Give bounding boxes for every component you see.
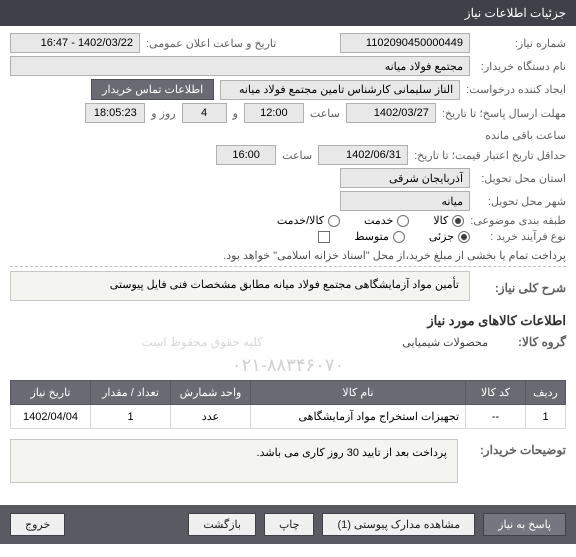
province-field: آذربایجان شرقی <box>340 168 470 188</box>
cell-idx: 1 <box>526 405 566 429</box>
col-unit: واحد شمارش <box>171 381 251 405</box>
announce-label: تاریخ و ساعت اعلان عمومی: <box>146 37 276 50</box>
items-section-title: اطلاعات کالاهای مورد نیاز <box>10 313 566 329</box>
radio-medium[interactable]: متوسط <box>354 230 405 243</box>
radio-medium-label: متوسط <box>354 230 389 243</box>
col-date: تاریخ نیاز <box>11 381 91 405</box>
table-row[interactable]: 1 -- تجهیزات استخراج مواد آزمایشگاهی عدد… <box>11 405 566 429</box>
radio-service-label: خدمت <box>364 214 393 227</box>
radio-partial[interactable]: جزئی <box>429 230 470 243</box>
watermark-2: ۰۲۱-۸۸۳۴۶۰۷۰ <box>10 355 566 376</box>
header-title: جزئیات اطلاعات نیاز <box>465 6 566 20</box>
validity-label: حداقل تاریخ اعتبار قیمت؛ تا تاریخ: <box>414 149 566 162</box>
col-idx: ردیف <box>526 381 566 405</box>
validity-date-field: 1402/06/31 <box>318 145 408 165</box>
general-desc-box: تأمین مواد آزمایشگاهی مجتمع فولاد میانه … <box>10 271 470 301</box>
col-name: نام کالا <box>251 381 466 405</box>
radio-goods-icon <box>452 215 464 227</box>
and-label: و <box>233 107 238 120</box>
validity-time-field: 16:00 <box>216 145 276 165</box>
remain-time-field: 18:05:23 <box>85 103 145 123</box>
group-label: گروه کالا: <box>496 335 566 349</box>
header-bar: جزئیات اطلاعات نیاز <box>0 0 576 26</box>
back-button[interactable]: بازگشت <box>188 513 256 536</box>
remain-label: ساعت باقی مانده <box>485 129 566 142</box>
cell-unit: عدد <box>171 405 251 429</box>
table-header-row: ردیف کد کالا نام کالا واحد شمارش تعداد /… <box>11 381 566 405</box>
radio-partial-label: جزئی <box>429 230 454 243</box>
checkbox-icon <box>318 231 330 243</box>
main-content: شماره نیاز: 1102090450000449 تاریخ و ساع… <box>0 26 576 487</box>
buyer-org-label: نام دستگاه خریدار: <box>476 60 566 73</box>
radio-service[interactable]: خدمت <box>364 214 409 227</box>
requester-field: الناز سلیمانی کارشناس تامین مجتمع فولاد … <box>220 80 460 100</box>
col-code: کد کالا <box>466 381 526 405</box>
radio-goods-service-icon <box>328 215 340 227</box>
need-no-label: شماره نیاز: <box>476 37 566 50</box>
process-label: نوع فرآیند خرید : <box>476 230 566 243</box>
deadline-time-field: 12:00 <box>244 103 304 123</box>
radio-partial-icon <box>458 231 470 243</box>
payment-check[interactable] <box>318 231 330 243</box>
city-field: میانه <box>340 191 470 211</box>
requester-label: ایجاد کننده درخواست: <box>466 83 566 96</box>
deadline-label: مهلت ارسال پاسخ؛ تا تاریخ: <box>442 107 566 120</box>
general-desc-label: شرح کلی نیاز: <box>476 281 566 295</box>
radio-service-icon <box>397 215 409 227</box>
announce-field: 1402/03/22 - 16:47 <box>10 33 140 53</box>
cell-code: -- <box>466 405 526 429</box>
cell-name: تجهیزات استخراج مواد آزمایشگاهی <box>251 405 466 429</box>
col-qty: تعداد / مقدار <box>91 381 171 405</box>
items-table: ردیف کد کالا نام کالا واحد شمارش تعداد /… <box>10 380 566 429</box>
radio-goods[interactable]: کالا <box>433 214 464 227</box>
deadline-date-field: 1402/03/27 <box>346 103 436 123</box>
time-label-2: ساعت <box>282 149 312 162</box>
city-label: شهر محل تحویل: <box>476 195 566 208</box>
time-label-1: ساعت <box>310 107 340 120</box>
radio-goods-label: کالا <box>433 214 448 227</box>
radio-goods-service[interactable]: کالا/خدمت <box>277 214 340 227</box>
exit-button[interactable]: خروج <box>10 513 65 536</box>
footer-bar: پاسخ به نیاز مشاهده مدارک پیوستی (1) چاپ… <box>0 505 576 544</box>
group-value: محصولات شیمیایی <box>402 336 488 349</box>
attachments-button[interactable]: مشاهده مدارک پیوستی (1) <box>322 513 475 536</box>
buyer-note-label: توضیحات خریدار: <box>466 439 566 483</box>
cell-qty: 1 <box>91 405 171 429</box>
print-button[interactable]: چاپ <box>264 513 315 536</box>
province-label: استان محل تحویل: <box>476 172 566 185</box>
answer-button[interactable]: پاسخ به نیاز <box>483 513 566 536</box>
buyer-org-field: مجتمع فولاد میانه <box>10 56 470 76</box>
watermark-1: کلیه حقوق محفوظ است <box>10 335 394 349</box>
need-no-field: 1102090450000449 <box>340 33 470 53</box>
radio-medium-icon <box>393 231 405 243</box>
contact-buyer-button[interactable]: اطلاعات تماس خریدار <box>91 79 214 100</box>
subject-cat-label: طبقه بندی موضوعی: <box>470 214 566 227</box>
radio-goods-service-label: کالا/خدمت <box>277 214 324 227</box>
days-field: 4 <box>182 103 227 123</box>
payment-note: پرداخت تمام یا بخشی از مبلغ خرید،از محل … <box>223 249 566 262</box>
cell-date: 1402/04/04 <box>11 405 91 429</box>
days-label: روز و <box>151 107 175 120</box>
buyer-note-box: پرداخت بعد از تایید 30 روز کاری می باشد. <box>10 439 458 483</box>
